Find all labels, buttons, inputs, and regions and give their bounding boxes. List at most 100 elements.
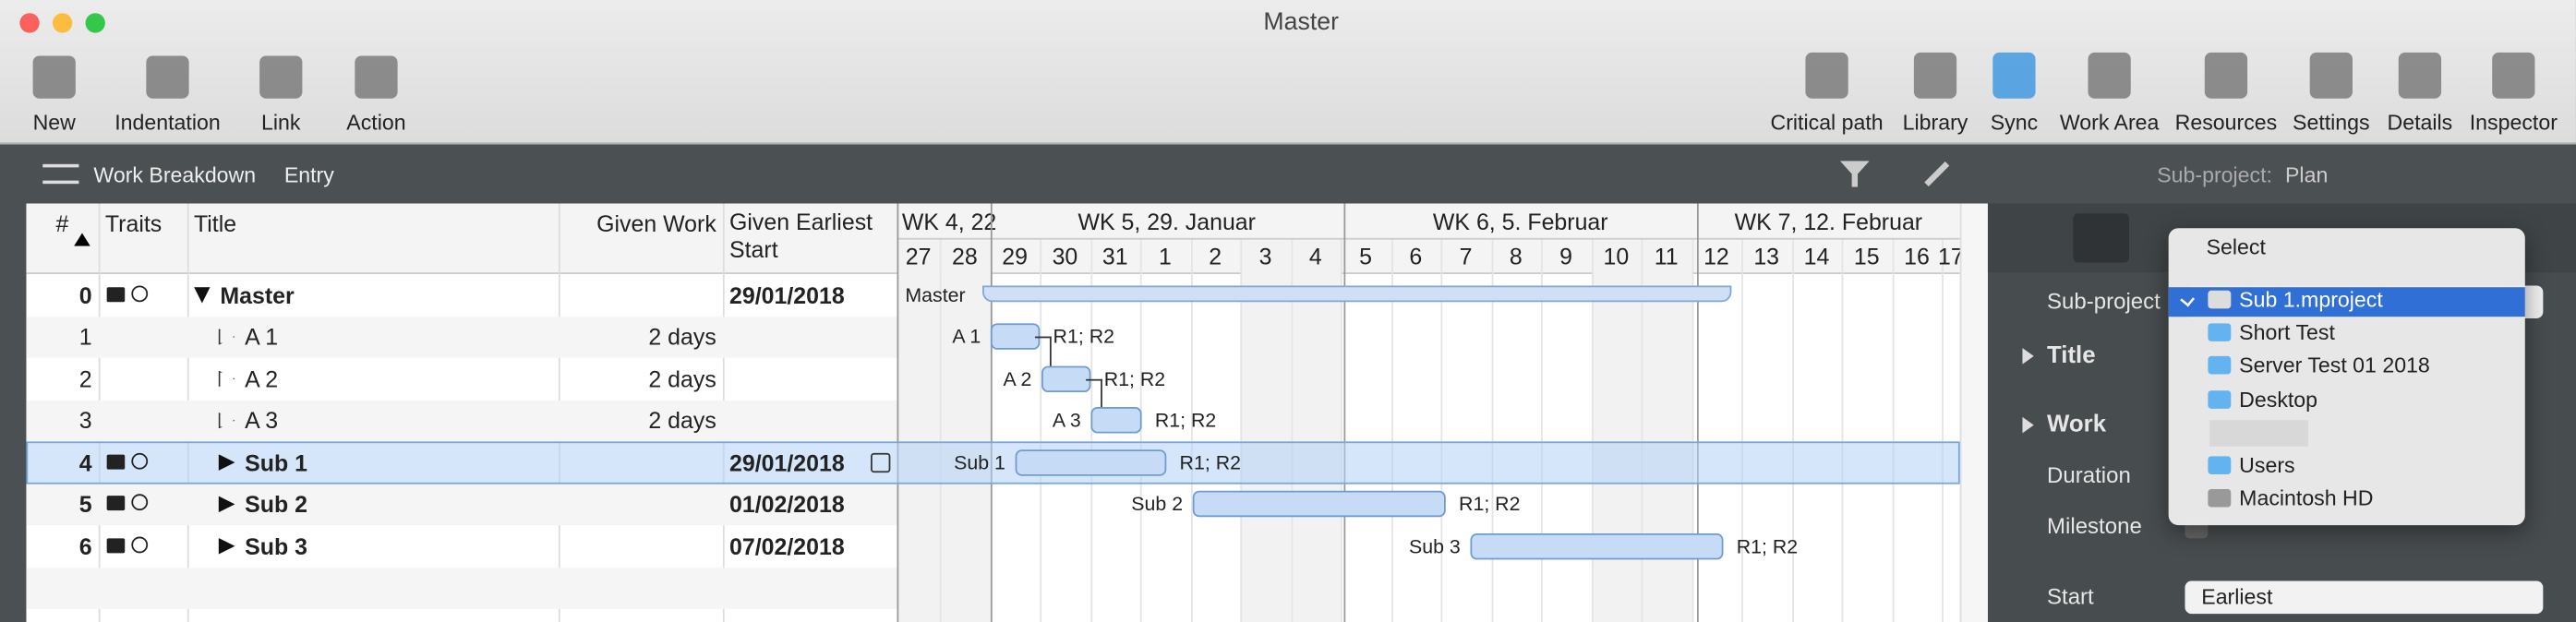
day-column <box>1390 237 1440 622</box>
bar-label: Sub 2 <box>1131 492 1184 516</box>
toolbar-label[interactable]: Indentation <box>114 110 221 135</box>
inspector-field-label: Milestone <box>2047 513 2142 539</box>
toolbar-label[interactable]: New <box>32 110 76 135</box>
day-column <box>1791 237 1841 622</box>
summary-bar <box>982 284 1732 302</box>
toolbar-label[interactable]: Details <box>2387 110 2453 135</box>
toolbar-icon[interactable] <box>2309 52 2353 99</box>
day-label: 12 <box>1703 243 1729 269</box>
day-column <box>1190 237 1240 622</box>
close-button[interactable] <box>19 13 40 33</box>
zoom-button[interactable] <box>85 13 105 33</box>
toolbar-icon[interactable] <box>2204 52 2248 99</box>
week-divider <box>990 203 992 622</box>
toolbar-icon[interactable] <box>2088 52 2131 99</box>
task-bar[interactable] <box>1090 407 1142 434</box>
popup-item[interactable]: Sub 1.mproject <box>2239 287 2383 312</box>
inspector-field-label: Start <box>2047 584 2094 609</box>
row-number: 3 <box>78 407 92 434</box>
breadcrumb-bar <box>0 144 2576 204</box>
day-label: 6 <box>1409 243 1423 269</box>
day-label: 31 <box>1101 243 1128 269</box>
toolbar-label[interactable]: Resources <box>2174 110 2278 135</box>
task-bar[interactable] <box>1041 365 1091 392</box>
breadcrumb-item[interactable]: Entry <box>283 162 334 187</box>
day-label: 14 <box>1803 243 1830 269</box>
day-label: 10 <box>1603 243 1630 269</box>
toolbar-icon[interactable] <box>32 55 76 99</box>
inspector-field-label: Work <box>2047 412 2107 438</box>
toolbar-label[interactable]: Critical path <box>1770 110 1884 135</box>
row-number: 0 <box>78 281 92 308</box>
toolbar-icon[interactable] <box>1913 52 1957 99</box>
toolbar-icon[interactable] <box>1992 52 2036 99</box>
toolbar-icon[interactable] <box>146 55 189 99</box>
toolbar-label[interactable]: Sync <box>1990 110 2039 135</box>
week-divider <box>1343 203 1346 622</box>
toolbar-label[interactable]: Library <box>1902 110 1968 135</box>
toolbar-icon[interactable] <box>1805 52 1848 99</box>
task-bar[interactable] <box>1470 532 1724 559</box>
bar-label: Sub 3 <box>1409 534 1461 558</box>
popup-item[interactable]: Short Test <box>2239 319 2335 345</box>
row-work: 2 days <box>648 323 716 351</box>
selected-row[interactable] <box>26 441 1960 484</box>
row-title: A 1 <box>245 323 279 351</box>
day-column <box>1340 237 1390 622</box>
week-divider <box>1697 203 1699 622</box>
task-bar[interactable] <box>990 323 1041 351</box>
row-number: 1 <box>78 323 92 351</box>
breadcrumb-item[interactable]: Work Breakdown <box>93 162 257 187</box>
row-stripe <box>26 400 897 442</box>
row-title: A 2 <box>245 365 279 392</box>
row-title: Sub 3 <box>245 532 307 559</box>
start-select[interactable] <box>2185 580 2544 615</box>
inspector-tab-selected[interactable] <box>2073 213 2129 263</box>
column-header: Traits <box>104 209 163 237</box>
inspector-header-value: Plan <box>2285 162 2329 187</box>
bar-label: Sub 1 <box>954 450 1005 474</box>
gantt-divider <box>897 237 1960 240</box>
toolbar-icon[interactable] <box>355 55 398 99</box>
toolbar-label[interactable]: Settings <box>2293 110 2370 135</box>
week-label: WK 6, 5. Februar <box>1432 208 1608 235</box>
traits-icon <box>131 494 149 511</box>
toolbar <box>0 0 2576 145</box>
toolbar-icon[interactable] <box>259 55 303 99</box>
toolbar-label[interactable]: Link <box>261 110 301 135</box>
popup-item[interactable] <box>2209 420 2308 447</box>
traits-icon <box>106 286 126 302</box>
day-column <box>1741 237 1791 622</box>
start-select-value: Earliest <box>2201 584 2273 609</box>
row-start: 07/02/2018 <box>729 532 845 559</box>
popup-item[interactable]: Desktop <box>2239 387 2318 413</box>
row-stripe <box>26 483 897 526</box>
day-label: 11 <box>1654 243 1679 269</box>
bar-label: Master <box>905 283 966 307</box>
popup-item-icon <box>2208 355 2232 375</box>
toolbar-icon[interactable] <box>2492 52 2535 99</box>
toolbar-label[interactable]: Inspector <box>2469 110 2558 135</box>
day-column <box>1891 237 1942 622</box>
toolbar-icon[interactable] <box>2398 52 2442 99</box>
popup-item-icon <box>2208 456 2232 474</box>
breadcrumb-icon <box>42 163 79 185</box>
popup-item[interactable]: Macintosh HD <box>2239 485 2374 511</box>
popup-item-icon <box>2208 390 2232 409</box>
minimize-button[interactable] <box>52 13 73 33</box>
calendar-button[interactable] <box>871 452 891 472</box>
popup-item[interactable]: Users <box>2239 452 2295 478</box>
task-bar[interactable] <box>1015 449 1167 476</box>
day-label: 8 <box>1509 243 1523 269</box>
bar-label: A 1 <box>952 325 981 349</box>
toolbar-label[interactable]: Action <box>346 110 406 135</box>
row-title: Sub 1 <box>245 449 307 476</box>
task-bar[interactable] <box>1192 491 1446 518</box>
day-column <box>939 237 991 622</box>
day-label: 28 <box>952 243 978 269</box>
popup-item[interactable]: Server Test 01 2018 <box>2239 353 2430 378</box>
day-column <box>1240 237 1291 622</box>
column-header: Title <box>193 209 237 237</box>
toolbar-label[interactable]: Work Area <box>2059 110 2160 135</box>
week-label: WK 4, 22 <box>901 208 997 235</box>
